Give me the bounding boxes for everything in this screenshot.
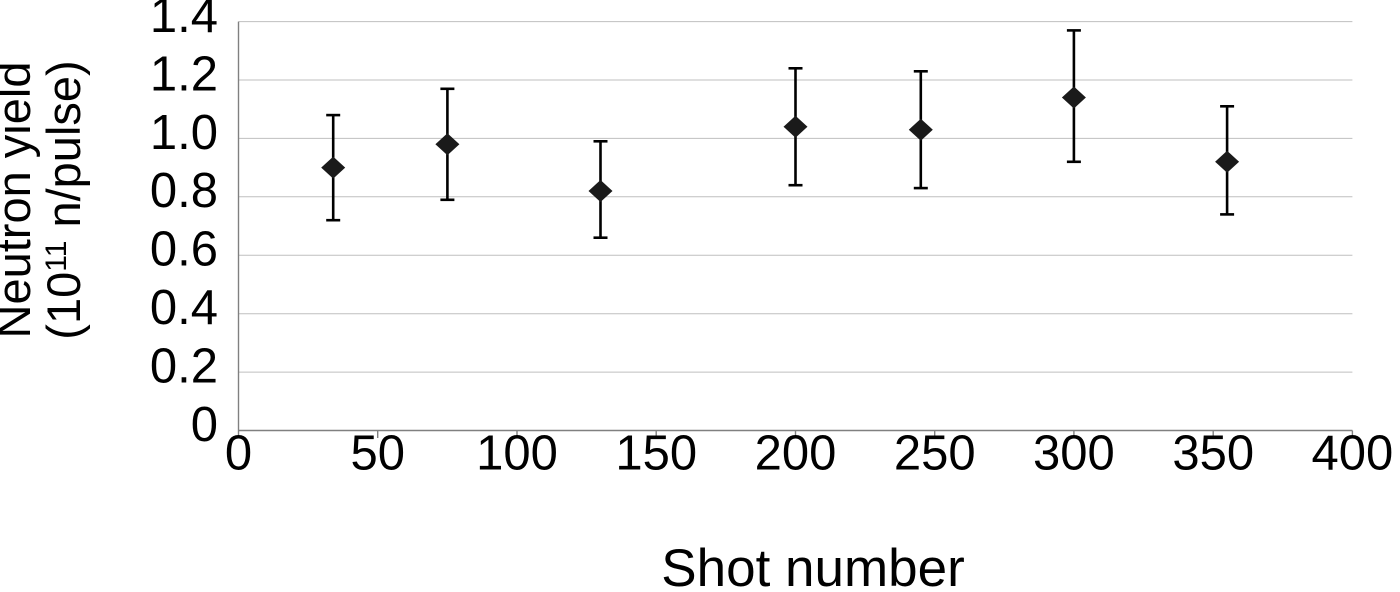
- svg-text:300: 300: [1033, 427, 1115, 481]
- svg-text:0.8: 0.8: [150, 164, 218, 218]
- svg-text:100: 100: [476, 427, 558, 481]
- svg-text:400: 400: [1312, 427, 1394, 481]
- svg-text:1.4: 1.4: [150, 0, 218, 43]
- svg-text:200: 200: [755, 427, 837, 481]
- svg-text:1.0: 1.0: [150, 106, 218, 160]
- svg-text:0.4: 0.4: [150, 281, 218, 335]
- svg-text:Neutron yield: Neutron yield: [0, 62, 40, 339]
- svg-text:50: 50: [350, 427, 405, 481]
- svg-text:350: 350: [1172, 427, 1254, 481]
- svg-text:150: 150: [615, 427, 697, 481]
- svg-text:0.6: 0.6: [150, 223, 218, 277]
- svg-text:0.2: 0.2: [150, 340, 218, 394]
- svg-text:1.2: 1.2: [150, 47, 218, 101]
- svg-text:250: 250: [894, 427, 976, 481]
- svg-text:(1011 n/pulse): (1011 n/pulse): [37, 60, 90, 339]
- svg-text:0: 0: [225, 427, 252, 481]
- svg-text:Shot number: Shot number: [661, 539, 964, 592]
- svg-text:0: 0: [191, 398, 218, 452]
